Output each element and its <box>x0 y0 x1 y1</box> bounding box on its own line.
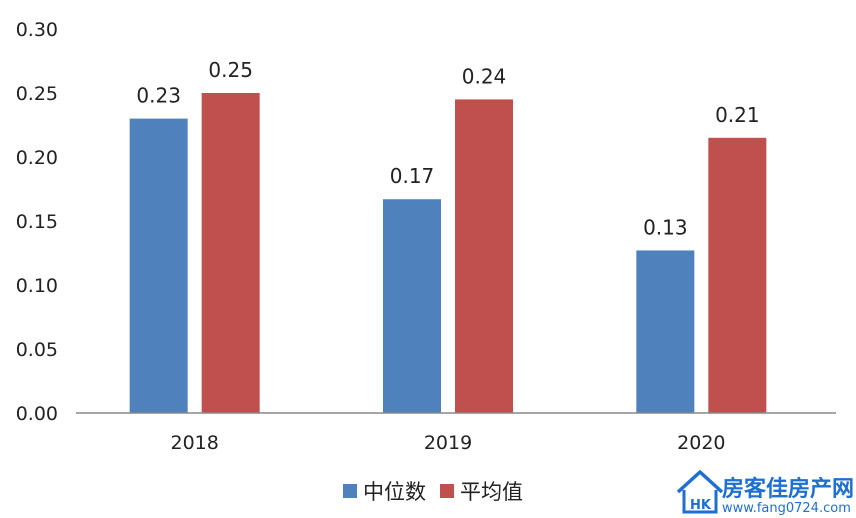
watermark-url: www.fang0724.com <box>722 501 851 516</box>
svg-text:HK: HK <box>690 498 712 513</box>
x-tick-label: 2020 <box>677 432 725 454</box>
y-tick-label: 0.00 <box>16 403 58 425</box>
legend-label-mean: 平均值 <box>460 480 523 504</box>
data-label-median-2019: 0.17 <box>390 164 435 188</box>
x-tick-label: 2018 <box>170 432 218 454</box>
data-label-mean-2019: 0.24 <box>462 64 507 88</box>
bar-mean-2020 <box>708 137 767 414</box>
data-label-median-2018: 0.23 <box>136 84 181 108</box>
bar-median-2018 <box>129 118 188 413</box>
y-tick-label: 0.25 <box>16 83 58 105</box>
legend-swatch-median <box>343 484 357 498</box>
x-axis: 2018 2019 2020 <box>170 432 725 454</box>
x-tick-label: 2019 <box>424 432 472 454</box>
bar-median-2020 <box>636 250 695 413</box>
legend: 中位数 平均值 <box>343 480 523 504</box>
bar-mean-2018 <box>201 93 260 413</box>
house-logo-icon: HK <box>676 470 724 514</box>
legend-swatch-mean <box>440 484 454 498</box>
data-label-mean-2018: 0.25 <box>208 58 253 82</box>
watermark-name: 房客佳房产网 <box>722 476 854 502</box>
watermark: HK 房客佳房产网 www.fang0724.com <box>676 470 854 516</box>
data-label-mean-2020: 0.21 <box>715 103 760 127</box>
y-tick-label: 0.10 <box>16 275 58 297</box>
data-label-median-2020: 0.13 <box>643 215 688 239</box>
legend-label-median: 中位数 <box>363 480 426 504</box>
y-tick-label: 0.30 <box>16 19 58 41</box>
y-axis: 0.00 0.05 0.10 0.15 0.20 0.25 0.30 <box>16 19 58 425</box>
y-tick-label: 0.15 <box>16 211 58 233</box>
bars <box>129 93 767 414</box>
y-tick-label: 0.20 <box>16 147 58 169</box>
data-labels: 0.23 0.25 0.17 0.24 0.13 0.21 <box>136 58 759 239</box>
y-tick-label: 0.05 <box>16 339 58 361</box>
bar-median-2019 <box>383 199 441 413</box>
bar-mean-2019 <box>455 99 513 414</box>
